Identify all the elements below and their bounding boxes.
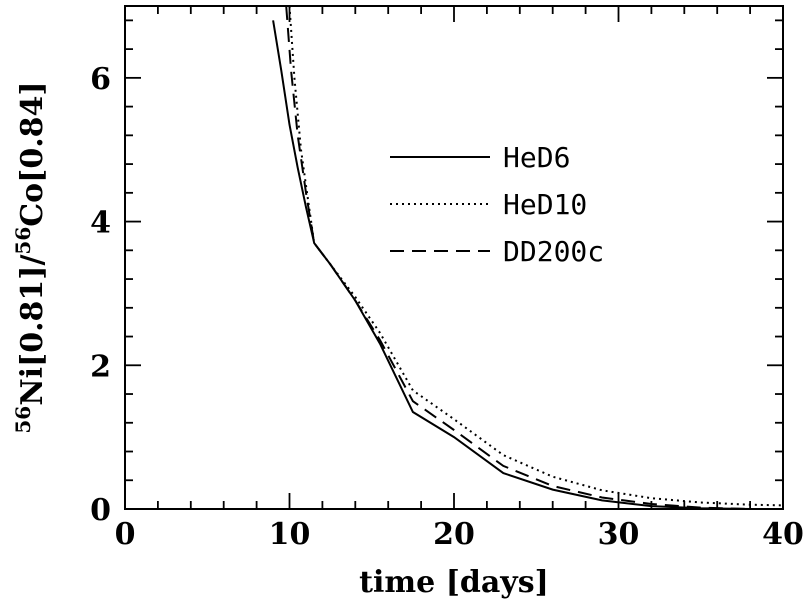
- y-axis-title: 56Ni[0.81]/56Co[0.84]: [11, 81, 50, 433]
- y-axis-title-part-2: Co[0.84]: [15, 81, 50, 226]
- y-tick-label: 6: [90, 62, 111, 97]
- x-tick-label: 40: [762, 517, 804, 552]
- y-axis-title-sup-2: 56: [11, 227, 35, 255]
- y-tick-label: 0: [90, 493, 111, 528]
- y-axis-title-sup-1: 56: [11, 406, 35, 434]
- legend-label-dd200c: DD200c: [503, 235, 604, 268]
- x-tick-label: 20: [433, 517, 475, 552]
- y-tick-label: 4: [90, 206, 111, 241]
- axis-ticks: [124, 6, 784, 510]
- series-line-hed10: [288, 6, 783, 507]
- y-tick-label: 2: [90, 349, 111, 384]
- series-line-hed6: [272, 20, 783, 509]
- series-line-dd200c: [285, 6, 783, 509]
- legend-label-hed6: HeD6: [503, 141, 570, 174]
- tick-labels: 0 10 20 30 40 0 2 4 6: [90, 62, 804, 552]
- series-layer: [272, 6, 783, 509]
- y-axis-title-part-1: Ni[0.81]/: [15, 255, 50, 406]
- x-tick-label: 30: [598, 517, 640, 552]
- plot-frame: [124, 5, 784, 510]
- x-tick-label: 0: [115, 517, 136, 552]
- legend: HeD6 HeD10 DD200c: [390, 141, 604, 268]
- x-axis-title: time [days]: [359, 565, 549, 600]
- x-tick-label: 10: [269, 517, 311, 552]
- legend-label-hed10: HeD10: [503, 188, 587, 221]
